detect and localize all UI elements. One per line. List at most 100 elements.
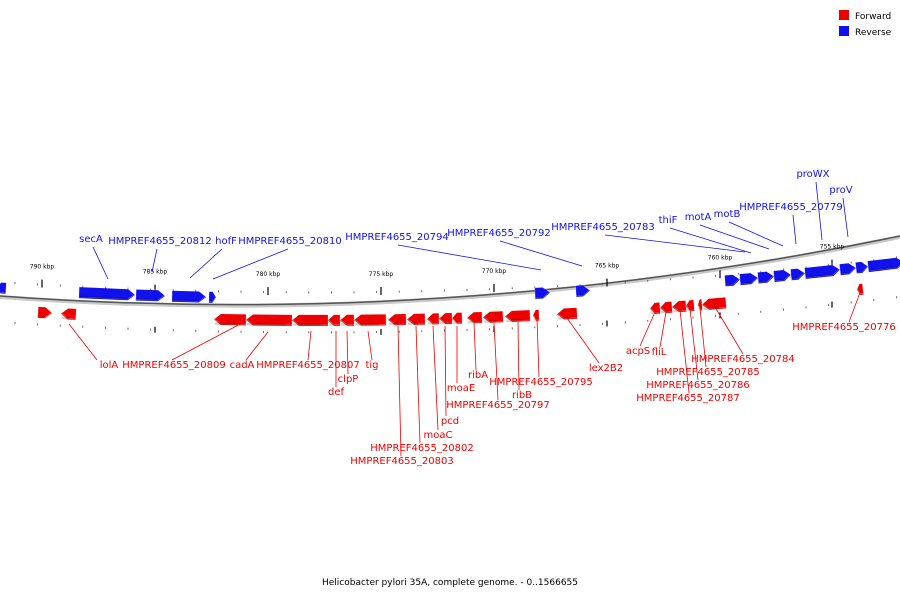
gene-tig[interactable]: [353, 313, 387, 326]
gene-label-mota[interactable]: motA: [685, 212, 712, 223]
gene-label-prov[interactable]: proV: [829, 185, 852, 196]
gene-label-hmpref4655-20785[interactable]: HMPREF4655_20785: [656, 367, 759, 378]
scale-label: 780 kbp: [256, 271, 281, 278]
gene-label-hmpref4655-20784[interactable]: HMPREF4655_20784: [691, 354, 794, 365]
gene-label-moac[interactable]: moaC: [424, 430, 453, 441]
gene-label-tig[interactable]: tig: [365, 360, 378, 371]
gene-thif[interactable]: [739, 271, 759, 286]
gene-flil[interactable]: [659, 300, 673, 314]
gene-lex2b2[interactable]: [556, 306, 578, 320]
gene-hmpref4655-20776[interactable]: [856, 282, 864, 296]
gene-label-hmpref4655-20803[interactable]: HMPREF4655_20803: [350, 456, 453, 467]
gene-label-hmpref4655-20776[interactable]: HMPREF4655_20776: [792, 322, 895, 333]
gene-label-hmpref4655-20783[interactable]: HMPREF4655_20783: [551, 222, 654, 233]
gene-label-riba[interactable]: ribA: [468, 370, 488, 381]
gene-hmpref4655-20787[interactable]: [671, 299, 687, 313]
gene-label-seca[interactable]: secA: [79, 234, 103, 245]
leader-line: [151, 248, 158, 273]
gene-hmpref4655-20794[interactable]: [534, 286, 551, 299]
gene-hmpref4655-20807[interactable]: [245, 313, 293, 326]
legend-swatch-forward: [839, 10, 849, 20]
leader-line: [842, 197, 849, 238]
gene-label-hmpref4655-20809[interactable]: HMPREF4655_20809: [122, 360, 225, 371]
gene-label-motb[interactable]: motB: [714, 209, 741, 220]
gene-label-lola[interactable]: lolA: [100, 360, 119, 371]
gene-hmpref4655-20795[interactable]: [532, 308, 540, 321]
leader-line: [689, 308, 699, 381]
leader-line: [639, 311, 656, 347]
gene-label-def[interactable]: def: [328, 387, 345, 398]
label-leader-lines: [68, 181, 862, 457]
leader-line: [171, 321, 245, 361]
leader-line: [604, 234, 746, 253]
gene-lola[interactable]: [37, 305, 53, 319]
gene-hmpref4655-20786[interactable]: [685, 298, 695, 312]
gene-label-hmpref4655-20786[interactable]: HMPREF4655_20786: [646, 380, 749, 391]
gene-label-ribb[interactable]: ribB: [512, 390, 532, 401]
gene-hmpref4655-20802[interactable]: [406, 312, 426, 325]
gene-acps[interactable]: [649, 301, 661, 315]
gene-label-hmpref4655-20802[interactable]: HMPREF4655_20802: [370, 443, 473, 454]
gene-label-hmpref4655-20807[interactable]: HMPREF4655_20807: [256, 360, 359, 371]
gene-label-clpp[interactable]: clpP: [338, 374, 359, 385]
gene-label-hoff[interactable]: hofF: [215, 236, 237, 247]
leader-line: [493, 322, 499, 401]
gene-hmpref4655-20779[interactable]: [790, 267, 806, 281]
leader-line: [367, 330, 373, 361]
gene-label-hmpref4655-20794[interactable]: HMPREF4655_20794: [345, 232, 448, 243]
gene-mota[interactable]: [757, 270, 775, 284]
gene-reverse-gene[interactable]: [867, 256, 900, 273]
gene-fwd-gene[interactable]: [291, 313, 329, 326]
gene-label-flil[interactable]: fliL: [652, 347, 667, 358]
gene-label-moae[interactable]: moaE: [447, 383, 475, 394]
gene-moac[interactable]: [426, 311, 440, 325]
leader-line: [397, 244, 542, 271]
gene-reverse-gene[interactable]: [854, 260, 869, 274]
gene-label-hmpref4655-20812[interactable]: HMPREF4655_20812: [108, 236, 211, 247]
gene-label-hmpref4655-20779[interactable]: HMPREF4655_20779: [739, 202, 842, 213]
legend: Forward Reverse: [839, 10, 892, 38]
gene-hmpref4655-20792[interactable]: [575, 284, 591, 297]
gene-label-hmpref4655-20787[interactable]: HMPREF4655_20787: [636, 393, 739, 404]
scale-label: 785 kbp: [143, 269, 168, 276]
gene-hmpref4655-20783[interactable]: [724, 273, 741, 287]
gene-cada[interactable]: [213, 312, 247, 326]
gene-hoff[interactable]: [171, 289, 207, 303]
gene-seca[interactable]: [78, 285, 136, 301]
leader-line: [669, 227, 752, 254]
gene-label-cada[interactable]: cadA: [230, 360, 255, 371]
gene-moae[interactable]: [451, 311, 463, 324]
gene-label-prowx[interactable]: proWX: [796, 169, 829, 180]
gene-motb[interactable]: [773, 268, 792, 282]
gene-riba[interactable]: [482, 309, 504, 323]
leader-line: [499, 240, 583, 267]
leader-line: [432, 325, 439, 431]
gene-label-lex2b2[interactable]: lex2B2: [589, 363, 623, 374]
gene-prowx[interactable]: [804, 263, 841, 279]
gene-reverse-gene[interactable]: [0, 281, 7, 294]
gene-ribb[interactable]: [504, 308, 531, 323]
leader-line: [473, 322, 477, 371]
leader-line: [346, 330, 349, 375]
gene-label-acps[interactable]: acpS: [626, 346, 650, 357]
gene-label-thif[interactable]: thiF: [659, 215, 678, 226]
gene-def[interactable]: [327, 313, 341, 326]
gene-hmpref4655-20812[interactable]: [135, 288, 166, 302]
gene-pcd[interactable]: [438, 311, 453, 325]
gene-label-pcd[interactable]: pcd: [441, 416, 459, 427]
gene-prov[interactable]: [839, 261, 857, 276]
gene-label-hmpref4655-20795[interactable]: HMPREF4655_20795: [489, 377, 592, 388]
gene-hmpref4655-20797[interactable]: [466, 310, 483, 324]
gene-hmpref4655-20784[interactable]: [701, 296, 727, 311]
leader-line: [792, 214, 797, 245]
gene-hmpref4655-20810[interactable]: [208, 290, 217, 303]
gene-label-hmpref4655-20797[interactable]: HMPREF4655_20797: [446, 400, 549, 411]
leader-line: [679, 309, 690, 394]
gene-label-hmpref4655-20792[interactable]: HMPREF4655_20792: [447, 228, 550, 239]
leader-line: [397, 325, 402, 457]
gene-clpp[interactable]: [339, 313, 355, 326]
reverse-strand-genes: [0, 256, 900, 303]
gene-hmpref4655-20809[interactable]: [60, 307, 77, 320]
gene-hmpref4655-20803[interactable]: [387, 312, 407, 326]
gene-label-hmpref4655-20810[interactable]: HMPREF4655_20810: [238, 236, 341, 247]
